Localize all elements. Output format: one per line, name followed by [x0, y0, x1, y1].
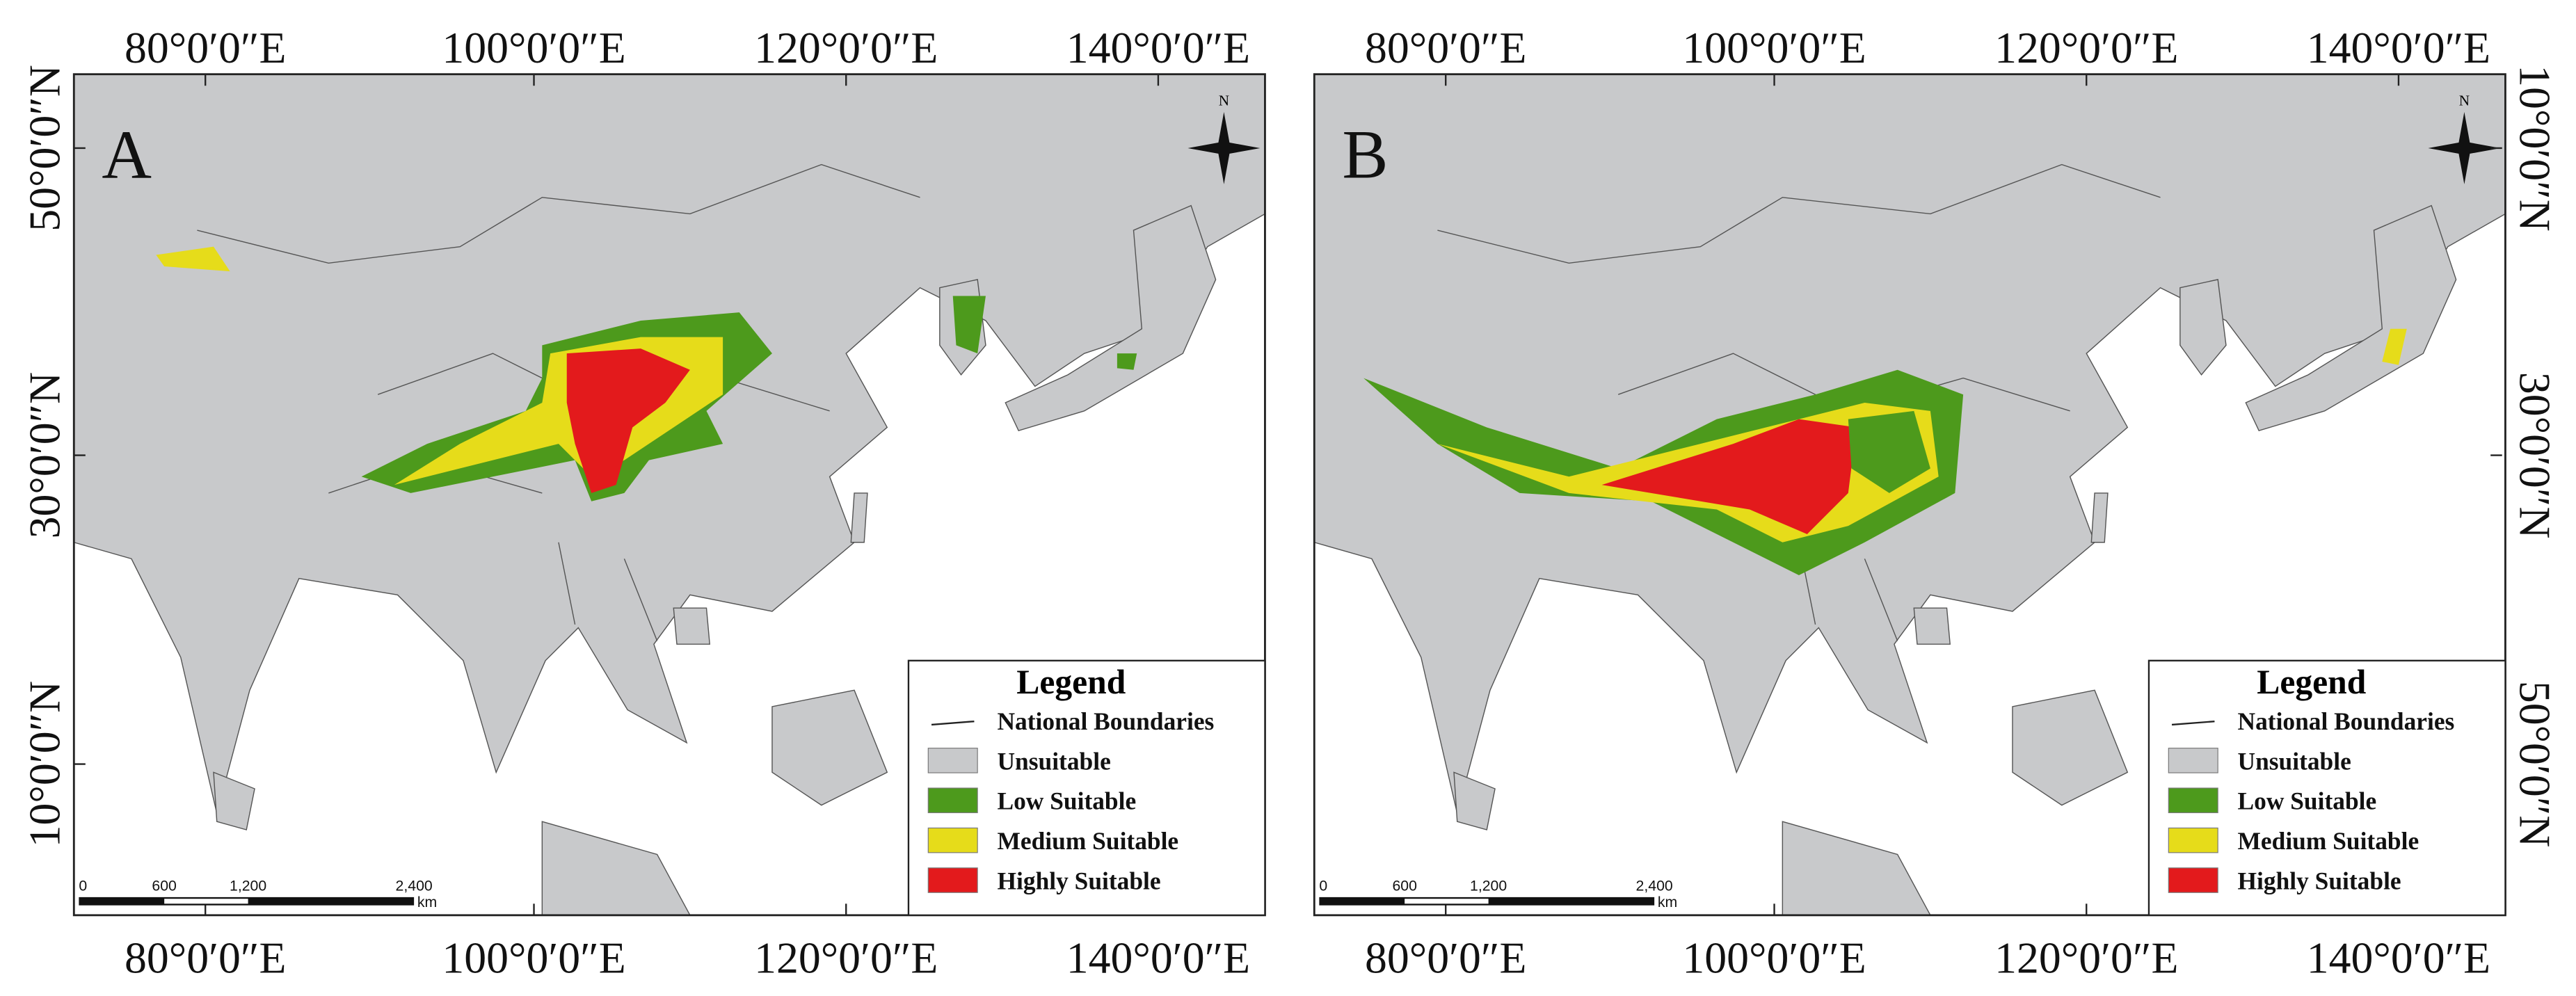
- scale-label: 0: [79, 877, 87, 894]
- longitude-label: 140°0′0″E: [2307, 933, 2490, 983]
- longitude-label: 100°0′0″E: [1682, 933, 1866, 983]
- longitude-label: 80°0′0″E: [125, 23, 286, 72]
- legend-line: [931, 721, 975, 726]
- longitude-label: 140°0′0″E: [1066, 933, 1250, 983]
- panel-label: B: [1342, 117, 1388, 193]
- legend-label: Medium Suitable: [2238, 827, 2419, 855]
- latitude-label: 30°0′0″N: [2510, 372, 2559, 539]
- longitude-label: 80°0′0″E: [125, 933, 286, 983]
- legend-label: Low Suitable: [2238, 787, 2377, 815]
- legend-swatch: [927, 827, 978, 853]
- legend-swatch: [927, 787, 978, 814]
- longitude-label: 80°0′0″E: [1365, 933, 1526, 983]
- legend-swatch: [927, 867, 978, 893]
- legend-swatch: [2168, 827, 2218, 853]
- legend-label: National Boundaries: [997, 707, 1214, 735]
- map-b: [1313, 73, 2506, 917]
- scale-label: 600: [152, 877, 176, 894]
- longitude-label: 120°0′0″E: [754, 23, 938, 72]
- longitude-label: 100°0′0″E: [442, 23, 625, 72]
- legend-swatch: [2168, 748, 2218, 773]
- legend-label: Low Suitable: [997, 787, 1136, 815]
- scale-label: 2,400: [1636, 877, 1673, 894]
- panel: B 80°0′0″E 100°0′0″E 120°0′0″E 140°0′0″E 80°0…: [1319, 23, 2559, 983]
- legend-label: Highly Suitable: [2238, 867, 2401, 895]
- latitude-label: 10°0′0″N: [19, 681, 69, 848]
- legend-label: Highly Suitable: [997, 867, 1160, 895]
- scale-label: 2,400: [396, 877, 433, 894]
- legend-label: Medium Suitable: [997, 827, 1178, 855]
- panel-label: A: [102, 117, 152, 193]
- scale-bar: [1405, 899, 1489, 904]
- longitude-label: 140°0′0″E: [1066, 23, 1250, 72]
- scale-unit: km: [417, 894, 437, 910]
- scale-label: 600: [1392, 877, 1416, 894]
- scale-label: 0: [1319, 877, 1327, 894]
- scale-bar: [164, 899, 248, 904]
- longitude-label: 100°0′0″E: [1682, 23, 1866, 72]
- legend-label: Unsuitable: [997, 747, 1110, 775]
- longitude-label: 80°0′0″E: [1365, 23, 1526, 72]
- longitude-label: 140°0′0″E: [2307, 23, 2490, 72]
- latitude-label: 50°0′0″N: [19, 65, 69, 232]
- legend-swatch: [927, 748, 978, 773]
- scale-label: 1,200: [230, 877, 266, 894]
- longitude-label: 120°0′0″E: [1994, 23, 2178, 72]
- map-a: [72, 73, 1266, 917]
- legend-swatch: [2168, 867, 2218, 893]
- legend-title: Legend: [1016, 663, 1126, 701]
- longitude-label: 120°0′0″E: [1994, 933, 2178, 983]
- legend-label: Unsuitable: [2238, 747, 2351, 775]
- latitude-label: 30°0′0″N: [19, 372, 69, 539]
- legend-title: Legend: [2257, 663, 2366, 701]
- longitude-label: 100°0′0″E: [442, 933, 625, 983]
- longitude-label: 120°0′0″E: [754, 933, 938, 983]
- panel: A 80°0′0″E 100°0′0″E 120°0′0″E 140°0′0″E 80°0…: [19, 23, 1266, 983]
- legend-swatch: [2168, 787, 2218, 814]
- scale-unit: km: [1658, 894, 1677, 910]
- legend-line: [2171, 721, 2215, 726]
- latitude-label: 50°0′0″N: [2510, 681, 2559, 848]
- legend-label: National Boundaries: [2238, 707, 2455, 735]
- scale-label: 1,200: [1470, 877, 1507, 894]
- latitude-label: 10°0′0″N: [2510, 65, 2559, 232]
